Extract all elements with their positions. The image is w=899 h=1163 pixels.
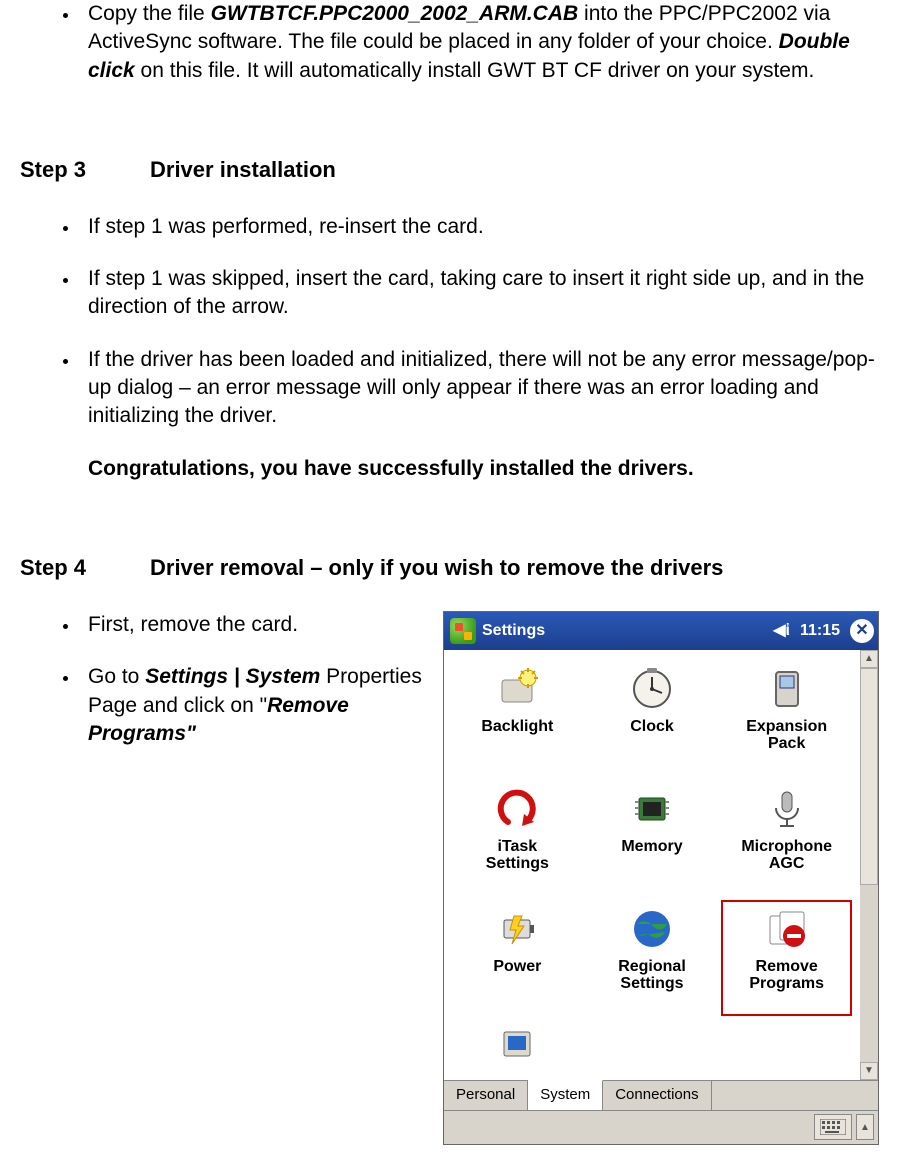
scroll-down-icon[interactable]: ▼ — [860, 1062, 878, 1080]
settings-item-remove-programs[interactable]: RemovePrograms — [719, 898, 854, 1018]
cab-filename: GWTBTCF.PPC2000_2002_ARM.CAB — [211, 2, 579, 25]
tab-connections[interactable]: Connections — [603, 1081, 711, 1110]
settings-path: Settings | System — [145, 665, 320, 688]
scroll-up-icon[interactable]: ▲ — [860, 650, 878, 668]
settings-grid: Backlight Clock ExpansionPack — [444, 650, 860, 1080]
settings-item-memory[interactable]: Memory — [585, 778, 720, 898]
input-selector-icon[interactable]: ▲ — [856, 1114, 874, 1140]
pda-title: Settings — [482, 620, 767, 642]
pda-time: 11:15 — [800, 620, 840, 642]
settings-item-regional[interactable]: RegionalSettings — [585, 898, 720, 1018]
step4-heading: Step 4Driver removal – only if you wish … — [20, 553, 879, 583]
pda-screenshot: Settings ◀ἰ 11:15 ✕ Backlight Clock — [443, 611, 879, 1145]
step3-bullets: If step 1 was performed, re-insert the c… — [20, 213, 879, 431]
remove-icon — [762, 904, 812, 954]
step3-bullet-1: If step 1 was performed, re-insert the c… — [80, 213, 879, 241]
settings-item-backlight[interactable]: Backlight — [450, 658, 585, 778]
screen-icon — [492, 1024, 542, 1074]
expansion-icon — [762, 664, 812, 714]
settings-item-microphone-agc[interactable]: MicrophoneAGC — [719, 778, 854, 898]
tab-system[interactable]: System — [528, 1080, 603, 1110]
settings-item-expansion-pack[interactable]: ExpansionPack — [719, 658, 854, 778]
step3-bullet-3: If the driver has been loaded and initia… — [80, 346, 879, 431]
scrollbar[interactable]: ▲ ▼ — [860, 650, 878, 1080]
scroll-thumb[interactable] — [860, 668, 878, 885]
volume-icon[interactable]: ◀ἰ — [773, 620, 790, 642]
pda-tabs: Personal System Connections — [444, 1080, 878, 1110]
pda-titlebar: Settings ◀ἰ 11:15 ✕ — [444, 612, 878, 650]
step3-bullet-2: If step 1 was skipped, insert the card, … — [80, 265, 879, 322]
step4-bullet-1: First, remove the card. — [80, 611, 427, 639]
step4-bullets: First, remove the card. Go to Settings |… — [20, 611, 427, 748]
mic-icon — [762, 784, 812, 834]
settings-item-itask[interactable]: iTaskSettings — [450, 778, 585, 898]
memory-icon — [627, 784, 677, 834]
settings-item-power[interactable]: Power — [450, 898, 585, 1018]
step4-bullet-2: Go to Settings | System Properties Page … — [80, 663, 427, 748]
keyboard-icon[interactable] — [814, 1114, 852, 1140]
backlight-icon — [492, 664, 542, 714]
pda-footer: ▲ — [444, 1110, 878, 1144]
globe-icon — [627, 904, 677, 954]
itask-icon — [492, 784, 542, 834]
close-icon[interactable]: ✕ — [850, 619, 874, 643]
intro-bullet: Copy the file GWTBTCF.PPC2000_2002_ARM.C… — [80, 0, 879, 85]
power-icon — [492, 904, 542, 954]
settings-item-clock[interactable]: Clock — [585, 658, 720, 778]
step3-heading: Step 3Driver installation — [20, 155, 879, 185]
settings-item-screen[interactable]: Screen — [450, 1018, 585, 1080]
step3-congrats: Congratulations, you have successfully i… — [88, 455, 879, 483]
start-icon[interactable] — [450, 618, 476, 644]
clock-icon — [627, 664, 677, 714]
tab-personal[interactable]: Personal — [444, 1081, 528, 1110]
